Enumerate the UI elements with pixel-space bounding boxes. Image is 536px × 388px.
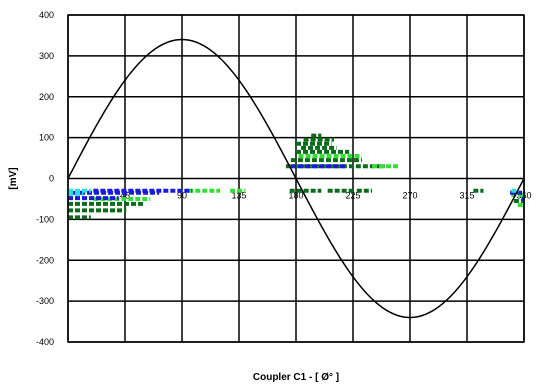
- y-tick-label: -100: [36, 214, 54, 224]
- x-tick-label: 270: [402, 191, 417, 201]
- y-tick-label: -300: [36, 296, 54, 306]
- series-3: [68, 188, 519, 197]
- y-tick-label: 100: [39, 133, 54, 143]
- x-tick-label: 225: [345, 191, 360, 201]
- y-tick-label: 400: [39, 10, 54, 20]
- x-tick-label: 180: [288, 191, 303, 201]
- series-2: [68, 164, 524, 201]
- x-axis-label: Coupler C1 - [ Ø° ]: [253, 372, 339, 383]
- y-axis-label: [mV]: [8, 167, 19, 189]
- y-tick-label: 300: [39, 51, 54, 61]
- x-tick-label: 315: [459, 191, 474, 201]
- y-tick-label: 0: [49, 174, 54, 184]
- y-tick-label: -400: [36, 337, 54, 347]
- y-tick-label: -200: [36, 255, 54, 265]
- data-series: [68, 133, 524, 220]
- series-1: [93, 154, 524, 208]
- reference-sine-curve: [67, 38, 525, 319]
- x-tick-label: 135: [231, 191, 246, 201]
- plot-frame: [67, 14, 525, 343]
- x-tick-label: 45: [120, 191, 130, 201]
- y-tick-label: 200: [39, 92, 54, 102]
- x-tick-label: 90: [177, 191, 187, 201]
- y-tick-labels: 400 300 200 100 0 -100 -200 -300 -400: [36, 10, 54, 347]
